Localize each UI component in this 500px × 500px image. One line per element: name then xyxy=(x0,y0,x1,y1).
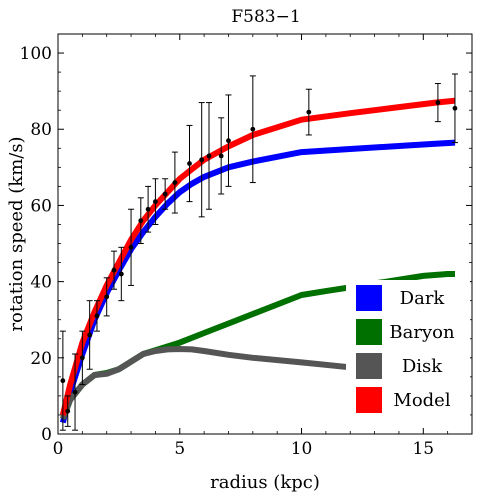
data-point xyxy=(118,271,124,277)
x-tick-label: 5 xyxy=(174,439,185,459)
data-point xyxy=(60,378,66,384)
data-point xyxy=(87,332,93,338)
plot-frame xyxy=(57,33,473,435)
data-point xyxy=(226,138,231,144)
data-point xyxy=(218,153,224,159)
legend-swatch-dark xyxy=(356,285,382,311)
x-tick-label: 15 xyxy=(412,439,434,459)
data-point xyxy=(306,109,312,115)
legend-swatch-disk xyxy=(356,353,382,379)
y-tick-label: 100 xyxy=(20,44,52,64)
y-tick-label: 0 xyxy=(41,425,52,445)
data-point xyxy=(250,126,256,132)
data-point xyxy=(145,206,151,212)
data-point xyxy=(79,355,85,361)
data-point xyxy=(138,218,144,224)
x-tick-label: 0 xyxy=(53,439,64,459)
legend-swatch-baryon xyxy=(356,319,382,345)
x-tick-label: 10 xyxy=(291,439,313,459)
data-point xyxy=(187,161,192,166)
y-tick-label: 20 xyxy=(30,349,52,369)
data-point xyxy=(104,294,110,300)
legend-label-dark: Dark xyxy=(400,288,446,309)
data-point xyxy=(111,267,117,273)
x-axis-title: radius (kpc) xyxy=(210,472,320,493)
data-point xyxy=(435,100,441,105)
series-line-disk xyxy=(60,346,456,420)
y-tick-label: 60 xyxy=(30,196,52,216)
data-point xyxy=(452,105,458,111)
chart-title: F583−1 xyxy=(231,7,300,27)
data-point xyxy=(206,153,212,159)
data-point xyxy=(172,180,178,185)
data-point xyxy=(65,408,71,414)
data-point xyxy=(199,157,205,163)
legend-swatch-model xyxy=(356,387,382,413)
legend: Dark Baryon Disk Model xyxy=(346,280,470,420)
data-point xyxy=(94,313,100,319)
data-point xyxy=(162,191,168,197)
data-point xyxy=(72,389,78,395)
legend-label-disk: Disk xyxy=(402,356,443,377)
y-tick-label: 40 xyxy=(30,273,52,293)
legend-label-model: Model xyxy=(393,390,450,411)
y-tick-label: 80 xyxy=(30,120,52,140)
y-axis-title: rotation speed (km/s) xyxy=(6,136,27,331)
data-point xyxy=(153,199,158,205)
legend-label-baryon: Baryon xyxy=(389,322,455,343)
data-point xyxy=(128,244,134,250)
